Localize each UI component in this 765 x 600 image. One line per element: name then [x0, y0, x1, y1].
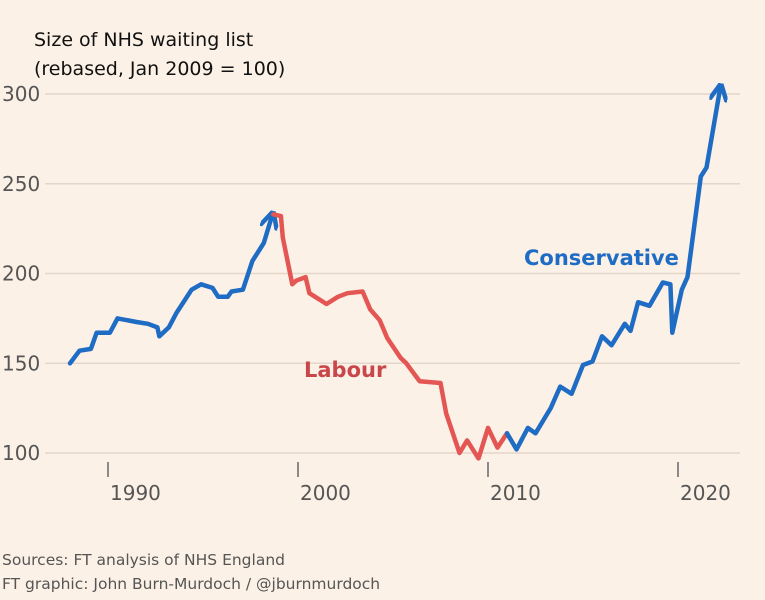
x-tick-label: 2020 — [680, 481, 731, 505]
x-tick-label: 2010 — [490, 481, 541, 505]
annotation-conservative: Conservative — [524, 246, 679, 270]
chart-title: Size of NHS waiting list (rebased, Jan 2… — [34, 26, 285, 84]
credit-text: FT graphic: John Burn-Murdoch / @jburnmu… — [2, 575, 381, 593]
title-line: Size of NHS waiting list — [34, 29, 254, 51]
sources-text: Sources: FT analysis of NHS England — [2, 551, 285, 569]
annotation-labour: Labour — [304, 358, 387, 382]
y-tick-label: 100 — [2, 441, 40, 465]
series-line-labour-1 — [271, 212, 510, 461]
x-tick-label: 1990 — [110, 481, 161, 505]
y-tick-label: 300 — [2, 82, 40, 106]
x-tick-label: 2000 — [300, 481, 351, 505]
series-line-conservative-2 — [504, 90, 720, 452]
source-notes: Sources: FT analysis of NHS England FT g… — [2, 548, 380, 596]
series-line-conservative-0 — [67, 218, 271, 366]
y-tick-label: 150 — [2, 351, 40, 375]
y-tick-label: 250 — [2, 172, 40, 196]
y-tick-label: 200 — [2, 262, 40, 286]
subtitle-line: (rebased, Jan 2009 = 100) — [34, 58, 286, 80]
